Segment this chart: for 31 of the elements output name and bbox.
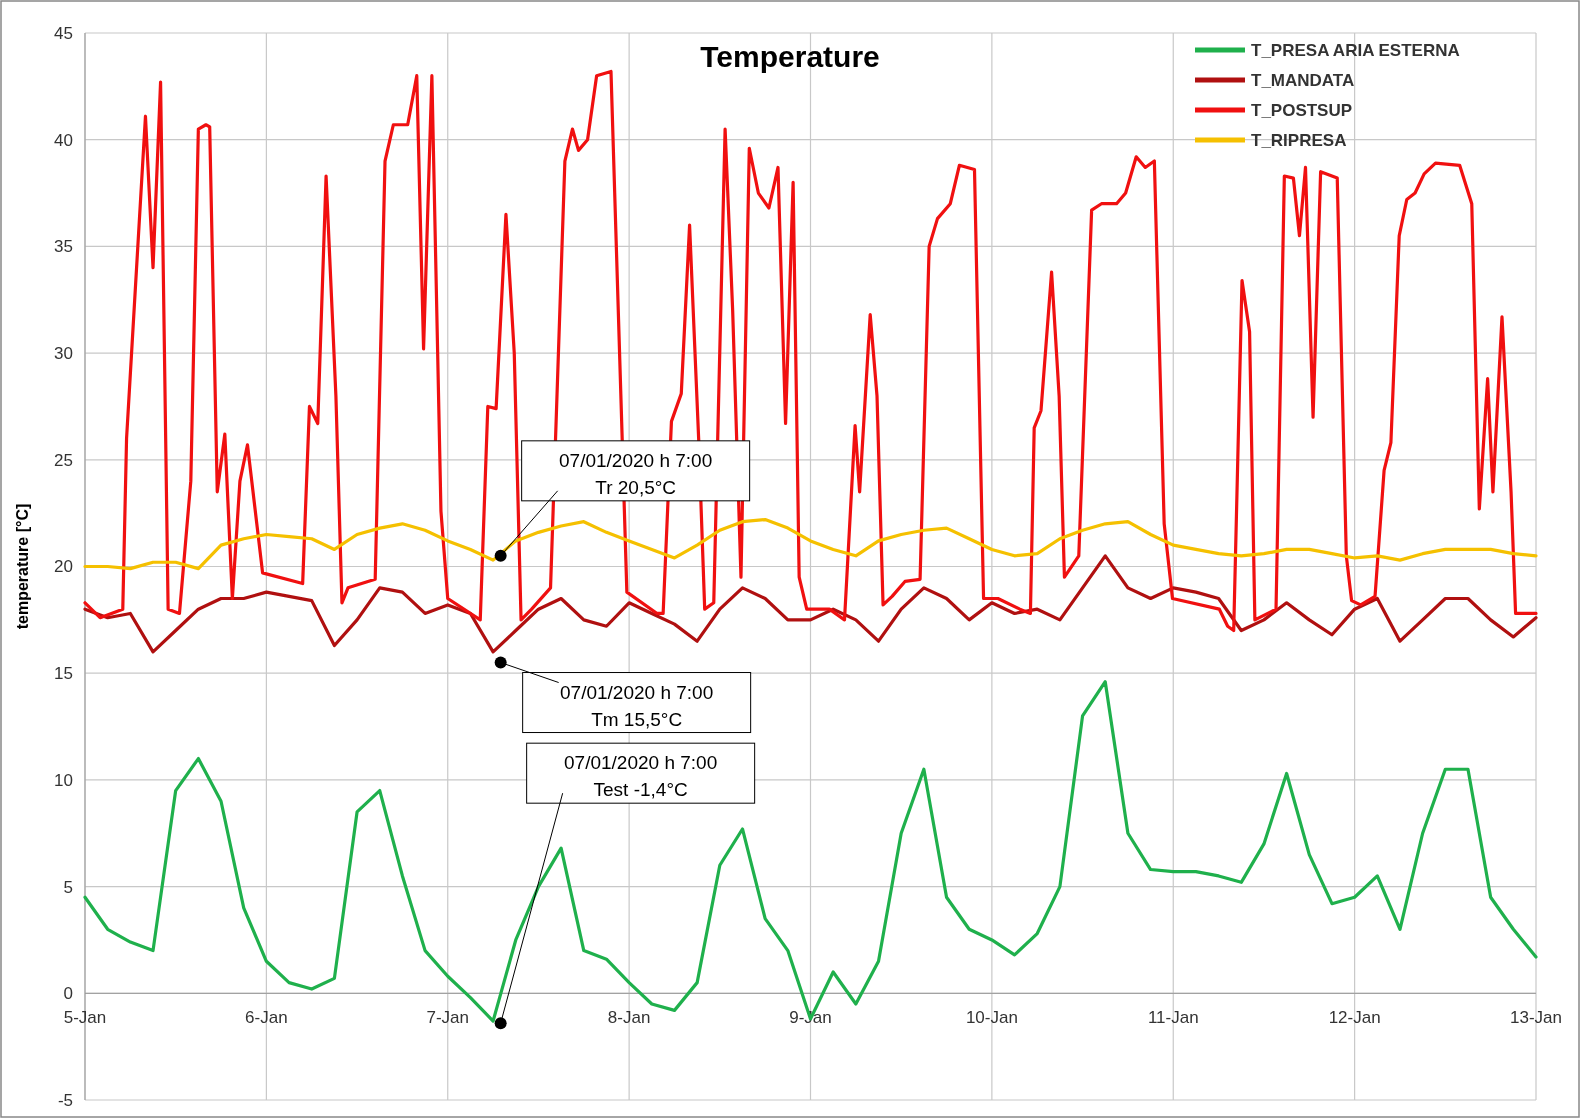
y-tick-label: 10 [54,770,73,790]
x-tick-label: 8-Jan [607,1008,651,1028]
legend-label: T_MANDATA [1251,70,1355,90]
legend-label: T_POSTSUP [1251,100,1353,120]
x-tick-label: 10-Jan [965,1008,1018,1028]
y-tick-label: 35 [54,237,73,257]
y-tick-label: 40 [54,130,73,150]
y-tick-label: 25 [54,450,73,470]
y-tick-label: 45 [54,23,73,43]
y-axis-title: temperature [°C] [14,503,31,630]
x-tick-label: 11-Jan [1147,1008,1199,1028]
x-tick-label: 5-Jan [63,1008,107,1028]
y-tick-label: -5 [57,1090,73,1110]
x-tick-label: 6-Jan [245,1008,288,1028]
annotation: 07/01/2020 h 7:00 Test -1,4°C [564,752,718,801]
x-tick-label: 13-Jan [1510,1008,1562,1028]
x-tick-label: 9-Jan [789,1008,832,1028]
y-tick-label: 0 [63,984,73,1004]
y-tick-label: 15 [54,664,73,684]
line-series [83,554,1538,654]
legend-label: T_RIPRESA [1251,130,1347,150]
y-tick-label: 20 [54,557,73,577]
annotation: 07/01/2020 h 7:00 Tr 20,5°C [559,449,713,498]
legend-label: T_PRESA ARIA ESTERNA [1251,40,1460,60]
y-tick-label: 30 [54,344,73,364]
x-tick-label: 12-Jan [1328,1008,1381,1028]
line-series [83,517,1538,571]
chart-title: Temperature [700,40,880,73]
y-tick-label: 5 [63,877,73,897]
x-tick-label: 7-Jan [426,1008,470,1028]
annotation: 07/01/2020 h 7:00 Tm 15,5°C [560,681,714,730]
